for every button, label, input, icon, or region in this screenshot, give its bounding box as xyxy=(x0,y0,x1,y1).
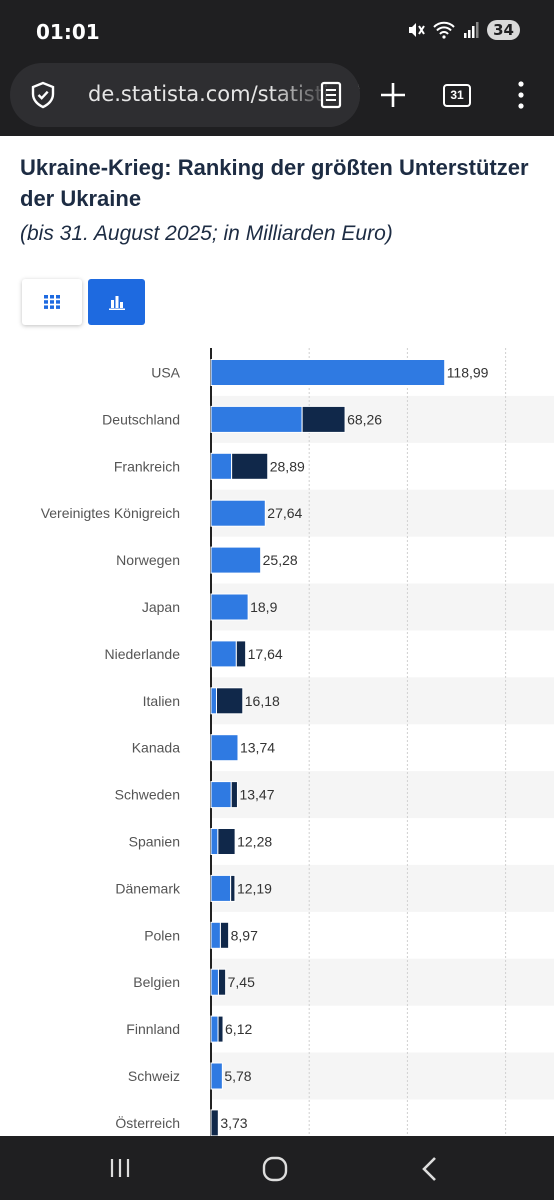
status-bar: 01:01 34 xyxy=(0,0,554,62)
status-icons: 34 xyxy=(407,20,520,40)
browser-toolbar: de.statista.com/statistik/daten/studie/ xyxy=(0,62,554,136)
category-label: Vereinigtes Königreich xyxy=(41,505,180,521)
data-label: 25,28 xyxy=(263,552,298,568)
bar-segment xyxy=(215,687,244,715)
row-band xyxy=(211,771,554,819)
row-band xyxy=(211,1052,554,1100)
data-label: 13,47 xyxy=(239,787,274,803)
data-label: 12,28 xyxy=(237,834,272,850)
bar-segment xyxy=(217,968,227,996)
bar-segment xyxy=(235,640,247,668)
data-label: 28,89 xyxy=(270,458,305,474)
signal-icon xyxy=(464,22,479,38)
data-label: 16,18 xyxy=(245,693,280,709)
bar-segment xyxy=(210,359,446,386)
bar-segment xyxy=(210,921,221,949)
bar-segment xyxy=(210,828,219,855)
chart-svg: USA 118,99 Deutschland 68,26 Frankreich 28,89… xyxy=(41,348,554,1138)
category-label: Schweiz xyxy=(128,1068,180,1084)
data-label: 7,45 xyxy=(228,974,255,990)
home-icon[interactable] xyxy=(262,1156,288,1182)
bar-segment xyxy=(217,1015,224,1043)
category-label: Österreich xyxy=(115,1114,180,1131)
data-label: 12,19 xyxy=(237,880,272,896)
data-label: 17,64 xyxy=(248,646,283,662)
tab-count: 31 xyxy=(450,88,464,102)
chart-view-button[interactable] xyxy=(88,279,145,325)
data-label: 118,99 xyxy=(447,365,489,381)
bar-segment xyxy=(210,734,239,762)
data-label: 13,74 xyxy=(240,740,275,756)
bar-segment xyxy=(210,781,232,809)
row-band xyxy=(211,958,554,1006)
navigation-bar xyxy=(0,1136,554,1200)
row-band xyxy=(211,583,554,631)
bar-segment xyxy=(210,1015,219,1043)
bar-segment xyxy=(210,1062,223,1090)
data-label: 27,64 xyxy=(267,505,302,521)
url-fade xyxy=(270,63,360,127)
shield-icon[interactable] xyxy=(30,81,56,109)
category-label: Deutschland xyxy=(102,411,180,427)
category-label: Frankreich xyxy=(114,458,180,474)
bar-segment xyxy=(231,452,269,480)
bar-segment xyxy=(210,874,232,902)
bar-segment xyxy=(230,874,236,902)
data-label: 6,12 xyxy=(225,1021,252,1037)
row-band xyxy=(211,864,554,912)
reader-mode-icon[interactable] xyxy=(320,81,342,109)
bar-segment xyxy=(210,499,266,527)
menu-icon[interactable] xyxy=(515,80,527,110)
category-label: Niederlande xyxy=(105,646,181,662)
category-label: Japan xyxy=(142,599,180,615)
category-label: Dänemark xyxy=(115,880,181,896)
bar-segment xyxy=(210,452,233,480)
wifi-icon xyxy=(433,21,455,39)
category-label: Italien xyxy=(143,693,180,709)
category-label: Kanada xyxy=(132,740,180,756)
battery-level: 34 xyxy=(493,21,514,39)
status-time: 01:01 xyxy=(36,20,100,44)
category-label: Polen xyxy=(144,927,180,943)
tabs-icon[interactable]: 31 xyxy=(443,84,471,107)
category-label: USA xyxy=(151,365,180,381)
grid-icon xyxy=(44,295,60,309)
bar-segment xyxy=(301,405,346,433)
row-band xyxy=(211,677,554,725)
plus-icon[interactable] xyxy=(376,78,410,112)
address-bar[interactable]: de.statista.com/statistik/daten/studie/ xyxy=(10,63,360,127)
category-label: Finnland xyxy=(126,1021,180,1037)
battery-icon: 34 xyxy=(487,20,520,40)
data-label: 68,26 xyxy=(347,411,382,427)
category-label: Schweden xyxy=(115,787,180,803)
bar-segment xyxy=(210,968,219,996)
bar-segment xyxy=(210,687,217,715)
page-subtitle: (bis 31. August 2025; in Milliarden Euro… xyxy=(20,222,393,245)
data-label: 5,78 xyxy=(224,1068,251,1084)
bar-segment xyxy=(210,640,237,668)
category-label: Norwegen xyxy=(116,552,180,568)
row-band xyxy=(211,489,554,537)
category-label: Spanien xyxy=(129,834,180,850)
bar-segment xyxy=(217,828,236,855)
bar-chart-icon xyxy=(108,296,125,310)
bar-segment xyxy=(210,546,262,574)
bar-segment xyxy=(219,921,230,949)
data-label: 18,9 xyxy=(250,599,277,615)
bar-segment xyxy=(210,1109,219,1137)
back-icon[interactable] xyxy=(420,1156,440,1182)
recent-apps-icon[interactable] xyxy=(108,1156,132,1180)
bar-segment xyxy=(230,781,238,809)
category-label: Belgien xyxy=(133,974,180,990)
bar-segment xyxy=(210,405,303,433)
table-view-button[interactable] xyxy=(22,279,82,325)
page-title: Ukraine-Krieg: Ranking der größten Unter… xyxy=(20,155,529,211)
data-label: 3,73 xyxy=(220,1115,247,1131)
mute-icon xyxy=(409,23,425,37)
data-label: 8,97 xyxy=(231,927,258,943)
bar-chart: USA 118,99 Deutschland 68,26 Frankreich 28,89… xyxy=(0,348,554,1138)
bar-segment xyxy=(210,593,249,621)
